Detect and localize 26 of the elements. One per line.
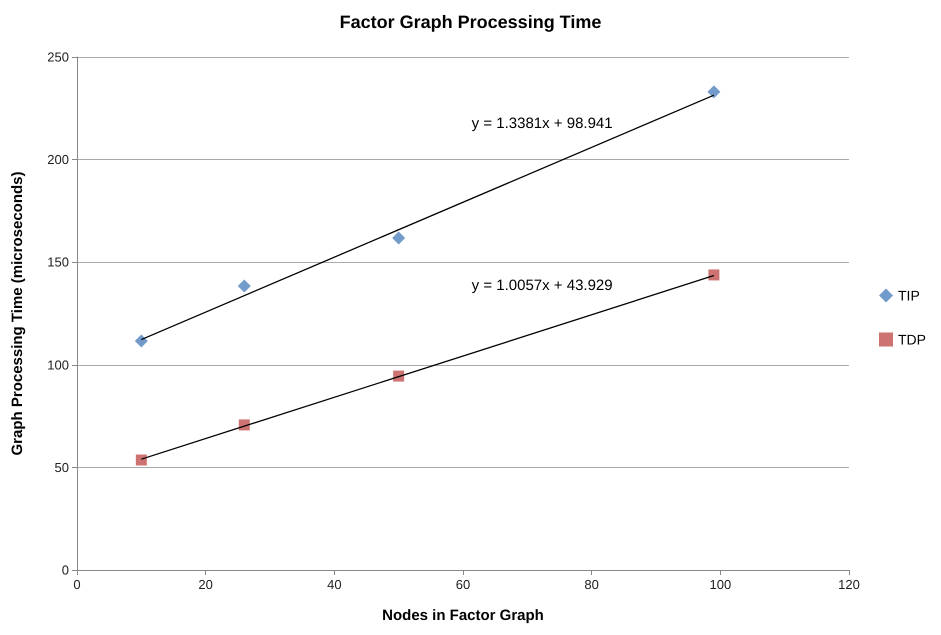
annotation: y = 1.3381x + 98.941 [472,114,613,132]
x-tick-label: 80 [584,577,599,592]
point [134,334,148,348]
point [392,231,406,244]
point [238,280,251,293]
y-tick-label: 100 [47,357,69,372]
y-tick-label: 0 [62,562,69,578]
point [708,269,720,280]
x-tick-label: 120 [838,577,860,592]
x-tick-label: 100 [709,577,732,592]
y-axis-title: Graph Processing Time (microseconds) [9,172,26,456]
y-tick-label: 200 [47,152,69,168]
x-axis-title: Nodes in Factor Graph [382,607,544,624]
annotation: y = 1.0057x + 43.929 [472,277,613,294]
point [707,85,720,98]
legend-label: TIP [898,288,920,304]
chart-title: Factor Graph Processing Time [340,12,602,32]
point [136,454,147,466]
x-tick-label: 20 [198,577,213,592]
x-tick-label: 60 [456,577,470,592]
legend-label: TDP [898,332,926,348]
y-tick-label: 250 [47,50,69,64]
x-tick-label: 0 [73,577,81,592]
y-tick-label: 150 [47,254,69,270]
x-tick-label: 40 [327,577,342,592]
y-tick-label: 50 [54,460,69,475]
